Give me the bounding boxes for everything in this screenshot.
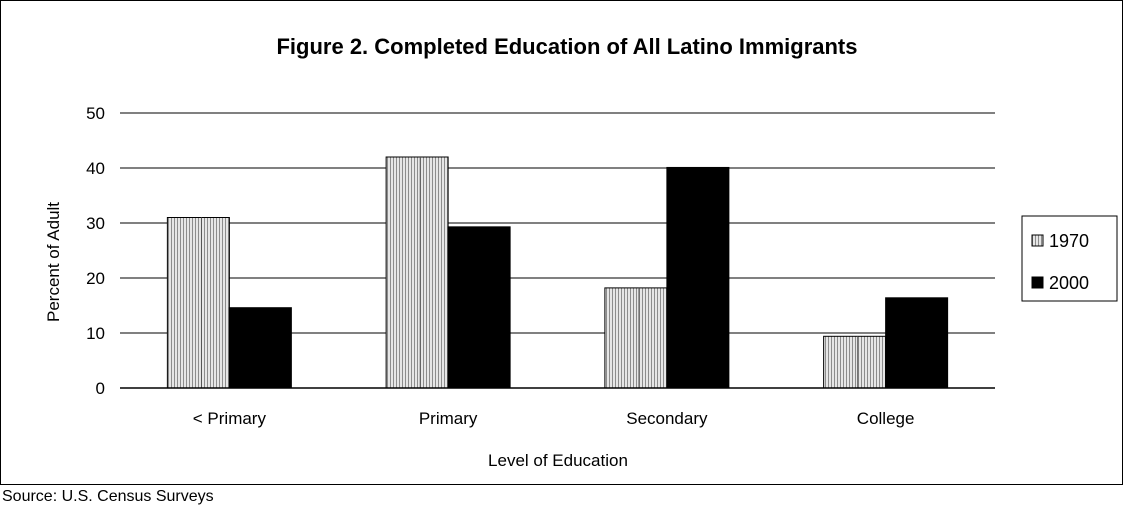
x-tick-label: Primary	[419, 409, 478, 428]
bar-1970-0	[166, 217, 230, 389]
bar-2000-0	[228, 307, 292, 389]
bars	[120, 156, 995, 389]
legend-label-2000: 2000	[1049, 273, 1089, 293]
bar-1970-1	[385, 156, 449, 389]
bar-2000-2	[666, 166, 730, 389]
y-tick-labels: 0 10 20 30 40 50	[86, 104, 105, 398]
x-tick-labels: < Primary Primary Secondary College	[193, 409, 915, 428]
y-tick-label: 50	[86, 104, 105, 123]
y-tick-label: 0	[96, 379, 105, 398]
bar-2000-1	[447, 226, 511, 389]
bar-1970-2	[604, 287, 668, 389]
y-tick-label: 20	[86, 269, 105, 288]
y-axis-label: Percent of Adult	[44, 202, 63, 322]
bar-2000-3	[885, 297, 949, 389]
x-tick-label: Secondary	[626, 409, 708, 428]
legend: 1970 2000	[1021, 215, 1118, 302]
legend-swatch-1970	[1031, 234, 1044, 247]
chart-title: Figure 2. Completed Education of All Lat…	[276, 34, 857, 59]
y-tick-label: 30	[86, 214, 105, 233]
x-axis-label: Level of Education	[488, 451, 628, 470]
legend-label-1970: 1970	[1049, 231, 1089, 251]
bar-1970-3	[823, 335, 887, 389]
y-tick-label: 40	[86, 159, 105, 178]
legend-swatch-2000	[1031, 276, 1044, 289]
x-tick-label: < Primary	[193, 409, 267, 428]
x-tick-label: College	[857, 409, 915, 428]
y-tick-label: 10	[86, 324, 105, 343]
source-note: Source: U.S. Census Surveys	[2, 488, 214, 505]
